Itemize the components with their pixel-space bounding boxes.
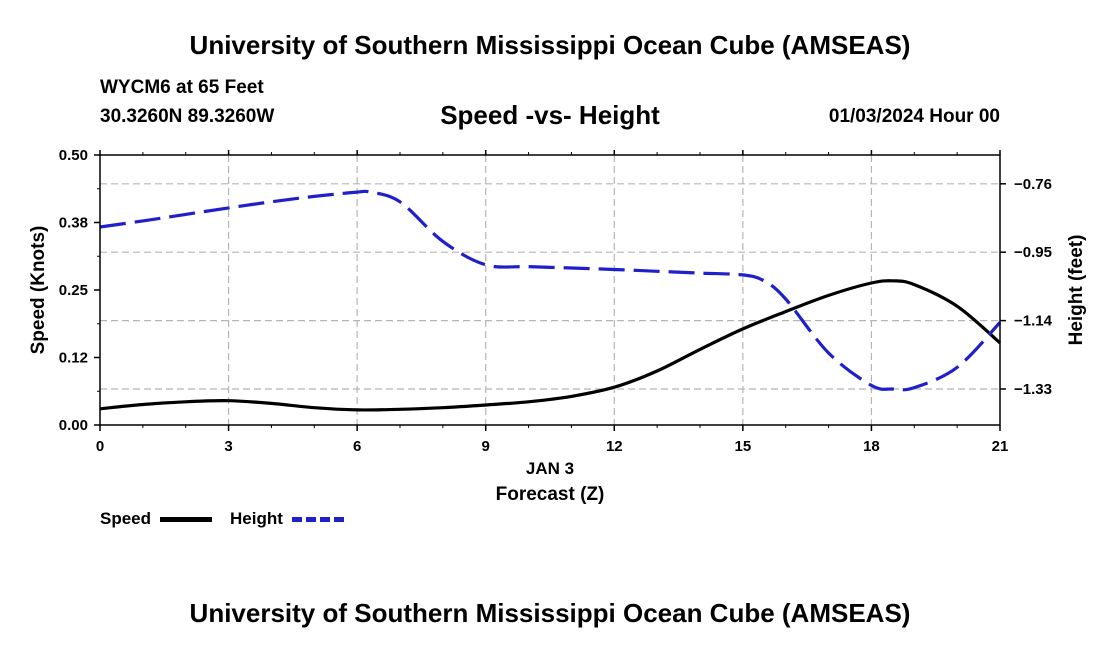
legend-speed-swatch [160,517,212,522]
main-title: University of Southern Mississippi Ocean… [189,30,911,60]
x-axis-title: Forecast (Z) [496,484,605,505]
plot-frame [99,154,1001,426]
y2-tick-label: −0.76 [1014,176,1052,193]
x-tick-label: 6 [353,438,361,455]
footer-title: University of Southern Mississippi Ocean… [189,598,911,628]
y-axis-title: Speed (Knots) [28,226,49,355]
series-line-speed [99,279,1002,412]
y-tick-label: 0.00 [59,417,88,434]
y2-tick-label: −0.95 [1014,244,1052,261]
x-tick-label: 12 [606,438,623,455]
y-tick-label: 0.38 [59,215,88,232]
x-tick-label: 0 [96,438,104,455]
y-tick-label: 0.12 [59,350,88,367]
axes [99,154,1001,426]
y2-tick-label: −1.33 [1014,381,1052,398]
y-tick-label: 0.25 [59,282,88,299]
y2-axis-title: Height (feet) [1066,235,1087,346]
x-tick-label: 18 [863,438,880,455]
series-line-height [99,189,1002,392]
y-tick-label: 0.50 [59,147,88,164]
x-axis-date-label: JAN 3 [526,459,574,478]
station-label: WYCM6 at 65 Feet [100,77,264,98]
x-tick-label: 9 [482,438,490,455]
x-tick-label: 15 [735,438,752,455]
legend-height-swatch [292,517,344,522]
legend-speed-label: Speed [100,509,152,528]
x-tick-label: 3 [224,438,232,455]
legend-height-label: Height [230,509,283,528]
date-hour-label: 01/03/2024 Hour 00 [828,106,1000,127]
grid [100,155,1000,425]
series-layer [99,189,1002,412]
ticks: 0 3 6 9 12 15 18 21 0.00 0.12 0.25 0.38 0.50 −0.76 −0.… [59,147,1053,455]
coordinates-label: 30.3260N 89.3260W [100,106,275,127]
y2-tick-label: −1.14 [1014,313,1053,330]
x-tick-label: 21 [992,438,1009,455]
chart-title: Speed -vs- Height [440,100,660,130]
